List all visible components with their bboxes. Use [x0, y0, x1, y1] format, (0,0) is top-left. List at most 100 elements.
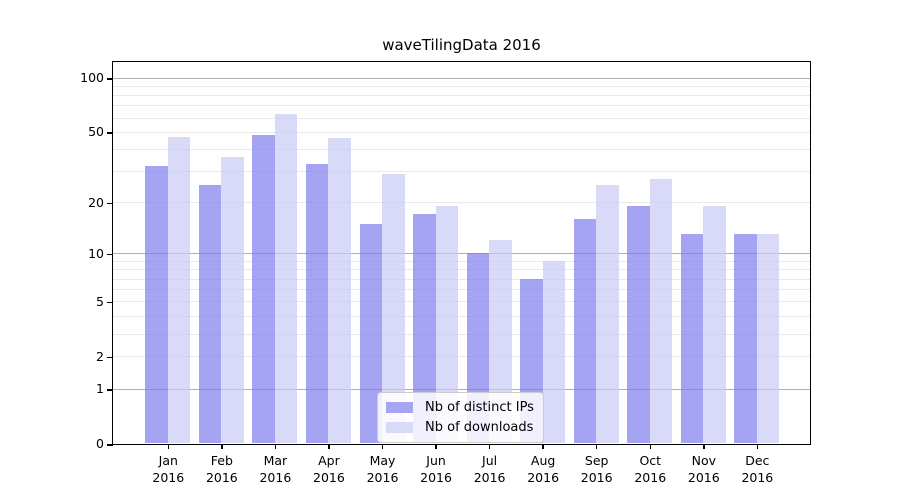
grid-line-major — [112, 77, 810, 79]
grid-line-minor — [112, 301, 810, 303]
bar-distinct-ips-feb — [198, 185, 222, 444]
x-tick-label-year: 2016 — [473, 470, 506, 485]
bar-downloads-dec — [756, 234, 780, 444]
x-tick-mark — [221, 444, 223, 449]
bar-downloads-nov — [703, 205, 726, 444]
bar-downloads-aug — [542, 260, 566, 444]
bar-distinct-ips-nov — [680, 234, 704, 444]
x-tick-mark — [167, 444, 170, 449]
bar-distinct-ips-jun — [413, 214, 436, 444]
bar-distinct-ips-oct — [627, 205, 650, 444]
x-tick-label: Jul 2016 — [445, 452, 535, 486]
grid-line-minor — [112, 149, 810, 150]
x-tick-label-year: 2016 — [580, 470, 613, 485]
grid-line-major — [112, 388, 810, 390]
legend-item: Nb of distinct IPs — [386, 399, 535, 416]
legend-item-label: Nb of downloads — [425, 420, 534, 435]
bar-distinct-ips-mar — [252, 134, 275, 444]
y-tick-label: 20 — [88, 194, 104, 210]
x-tick-mark — [542, 444, 544, 449]
x-tick-label-month: Sep — [584, 453, 609, 468]
bar-distinct-ips-sep — [573, 218, 597, 444]
x-tick-label: Dec 2016 — [712, 452, 802, 486]
legend-item-label: Nb of distinct IPs — [425, 400, 534, 415]
x-tick-label: Nov 2016 — [659, 452, 749, 486]
chart-title: waveTilingData 2016 — [382, 36, 541, 54]
legend-swatch — [386, 422, 413, 433]
x-tick-label-month: Aug — [530, 453, 556, 468]
x-tick-mark — [703, 444, 705, 449]
x-tick-label-year: 2016 — [634, 470, 667, 485]
bar-downloads-sep — [596, 185, 619, 444]
y-tick-mark — [107, 132, 113, 134]
x-tick-label-year: 2016 — [205, 470, 238, 485]
grid-line-minor — [112, 315, 810, 317]
x-tick-label: Mar 2016 — [230, 452, 320, 486]
grid-line-minor — [112, 95, 810, 96]
y-tick-label: 100 — [80, 70, 104, 85]
grid-line-minor — [112, 269, 810, 271]
x-tick-label: Sep 2016 — [552, 452, 642, 486]
x-tick-mark — [595, 444, 598, 449]
bar-distinct-ips-apr — [305, 163, 329, 444]
x-tick-label-month: May — [369, 453, 396, 468]
x-tick-label-year: 2016 — [152, 470, 185, 485]
x-tick-label-month: Apr — [318, 453, 340, 468]
y-tick-mark — [107, 301, 113, 304]
bar-distinct-ips-jan — [145, 166, 168, 444]
x-tick-label-month: Mar — [263, 453, 288, 468]
x-tick-label-year: 2016 — [366, 470, 399, 485]
y-tick-mark — [107, 78, 113, 80]
grid-line-major — [112, 253, 810, 255]
x-tick-mark — [435, 444, 437, 449]
bar-distinct-ips-dec — [734, 234, 757, 444]
legend-swatch — [386, 402, 413, 413]
x-tick-label: Feb 2016 — [177, 452, 267, 486]
bar-distinct-ips-may — [359, 223, 382, 444]
grid-line-minor — [112, 171, 810, 173]
y-tick-label: 1 — [96, 381, 104, 397]
legend: Nb of distinct IPs Nb of downloads — [377, 392, 544, 443]
y-tick-label: 2 — [96, 348, 104, 364]
x-tick-label-year: 2016 — [687, 470, 720, 485]
x-tick-label: Oct 2016 — [605, 452, 695, 486]
x-tick-label-year: 2016 — [420, 470, 452, 485]
bar-downloads-jun — [435, 205, 459, 444]
x-tick-label-year: 2016 — [259, 470, 292, 485]
x-tick-mark — [756, 444, 759, 449]
bar-downloads-may — [382, 173, 405, 444]
y-tick-mark — [107, 356, 113, 359]
y-tick-label: 0 — [96, 436, 104, 451]
grid-line-minor — [112, 333, 810, 335]
y-tick-label: 10 — [88, 245, 104, 261]
grid-line-minor — [112, 105, 810, 107]
x-tick-mark — [649, 444, 651, 449]
y-tick-label: 5 — [96, 293, 104, 309]
bar-downloads-mar — [274, 113, 298, 444]
x-tick-label-month: Jun — [426, 453, 446, 468]
plot-area — [111, 60, 811, 445]
y-tick-mark — [107, 389, 113, 391]
grid-line-minor — [112, 202, 810, 204]
y-tick-mark — [107, 253, 113, 256]
x-tick-label: May 2016 — [338, 452, 428, 486]
grid-line-minor — [112, 356, 810, 358]
grid-line-minor — [112, 289, 810, 291]
x-tick-label: Jun 2016 — [391, 452, 481, 486]
x-tick-label-month: Jul — [482, 453, 498, 468]
x-tick-label-month: Oct — [639, 453, 662, 468]
x-tick-mark — [274, 444, 277, 449]
bar-downloads-apr — [328, 138, 351, 444]
grid-line-minor — [112, 85, 810, 87]
x-tick-label: Jan 2016 — [123, 452, 213, 486]
bar-downloads-feb — [221, 157, 244, 444]
x-tick-label-year: 2016 — [313, 470, 345, 485]
x-tick-label-month: Nov — [691, 453, 716, 468]
x-tick-label-month: Dec — [745, 453, 770, 468]
y-tick-mark — [107, 202, 113, 205]
bar-downloads-jan — [167, 136, 191, 444]
grid-line-minor — [112, 117, 810, 119]
grid-line-minor — [112, 278, 810, 280]
grid-line-minor — [112, 260, 810, 262]
